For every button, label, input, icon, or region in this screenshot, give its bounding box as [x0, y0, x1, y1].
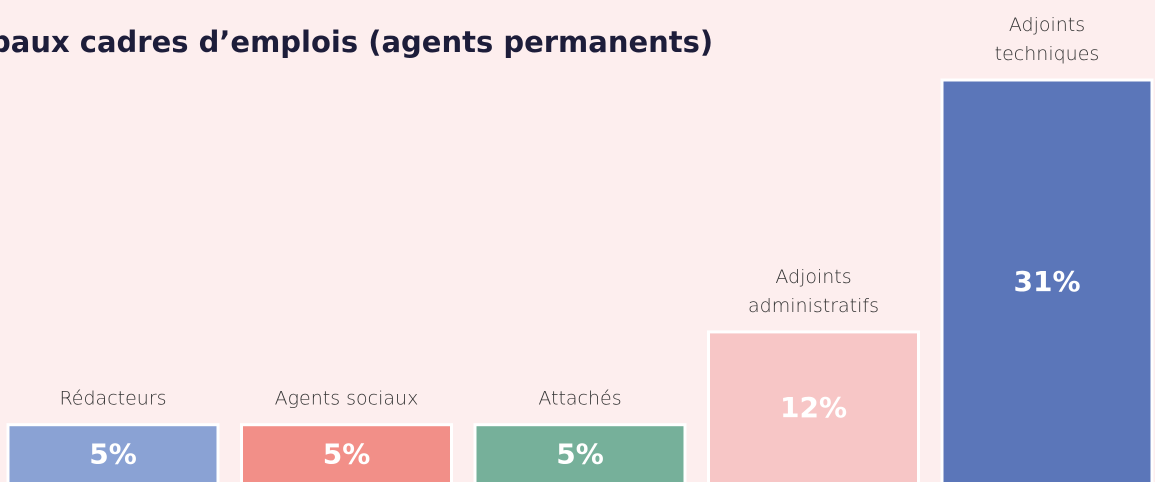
value-label: 5%	[89, 437, 137, 470]
category-label: Agents sociaux	[275, 388, 419, 410]
category-label: Attachés	[538, 388, 621, 410]
bar	[707, 330, 920, 482]
value-label: 12%	[780, 391, 847, 424]
bar	[6, 423, 220, 482]
value-label: 31%	[1013, 265, 1080, 298]
category-label: Adjoints techniques	[995, 14, 1100, 65]
category-label: Adjoints administratifs	[748, 266, 879, 317]
value-label: 5%	[323, 437, 371, 470]
bar	[240, 423, 453, 482]
chart-title: paux cadres d’emplois (agents permanents…	[0, 25, 713, 59]
value-label: 5%	[556, 437, 604, 470]
bar	[473, 423, 687, 482]
bar	[940, 78, 1154, 482]
category-label: Rédacteurs	[59, 388, 166, 410]
